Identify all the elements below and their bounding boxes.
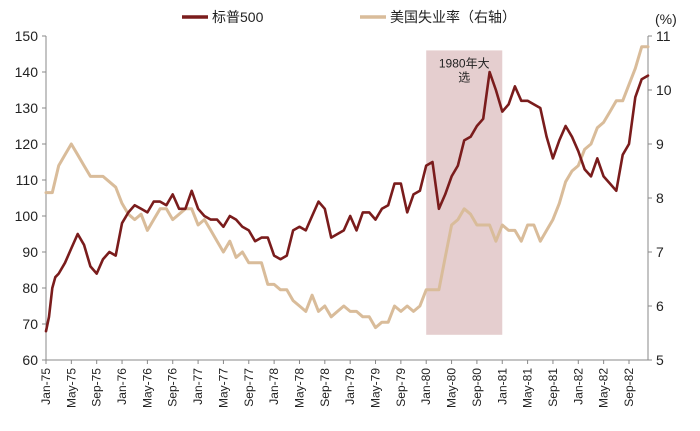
left-tick-label: 100 bbox=[15, 208, 39, 224]
right-tick-label: 6 bbox=[656, 298, 664, 314]
x-tick-label: Jan-76 bbox=[115, 368, 129, 405]
annotation-label-line1: 1980年大 bbox=[439, 56, 490, 70]
left-tick-label: 60 bbox=[22, 352, 38, 368]
x-tick-label: Jan-75 bbox=[39, 368, 53, 405]
left-tick-label: 110 bbox=[16, 172, 39, 188]
x-tick-label: Jan-82 bbox=[571, 368, 585, 405]
left-tick-label: 70 bbox=[22, 316, 38, 332]
left-tick-label: 80 bbox=[22, 280, 38, 296]
right-tick-label: 7 bbox=[656, 244, 664, 260]
x-tick-label: Sep-76 bbox=[166, 368, 180, 407]
unemployment-line bbox=[44, 45, 650, 330]
legend-label: 美国失业率（右轴） bbox=[390, 9, 516, 25]
x-tick-label: May-82 bbox=[597, 368, 611, 408]
x-tick-label: Sep-81 bbox=[546, 368, 560, 407]
right-tick-label: 5 bbox=[656, 352, 664, 368]
right-tick-label: 10 bbox=[656, 82, 672, 98]
left-tick-label: 130 bbox=[15, 100, 39, 116]
x-tick-label: May-81 bbox=[521, 368, 535, 408]
x-tick-label: Sep-75 bbox=[90, 368, 104, 407]
x-tick-label: May-80 bbox=[445, 368, 459, 408]
annotation-label-line2: 选 bbox=[458, 70, 470, 84]
x-tick-label: Sep-80 bbox=[470, 368, 484, 407]
x-tick-label: Sep-82 bbox=[622, 368, 636, 407]
right-axis-unit: (%) bbox=[655, 11, 677, 27]
left-tick-label: 150 bbox=[15, 28, 39, 44]
legend-label: 标普500 bbox=[212, 9, 264, 25]
right-tick-label: 8 bbox=[656, 190, 664, 206]
x-tick-label: Sep-79 bbox=[394, 368, 408, 407]
x-tick-label: May-76 bbox=[140, 368, 154, 408]
x-tick-label: Jan-79 bbox=[343, 368, 357, 405]
right-tick-label: 11 bbox=[656, 28, 671, 44]
x-tick-label: May-75 bbox=[64, 368, 78, 408]
left-tick-label: 120 bbox=[15, 136, 39, 152]
x-tick-label: Jan-81 bbox=[495, 368, 509, 405]
x-tick-label: Sep-77 bbox=[242, 368, 256, 407]
left-tick-label: 90 bbox=[22, 244, 38, 260]
x-tick-label: May-79 bbox=[369, 368, 383, 408]
right-tick-label: 9 bbox=[656, 136, 664, 152]
x-tick-label: Jan-77 bbox=[191, 368, 205, 405]
left-tick-label: 140 bbox=[15, 64, 39, 80]
x-tick-label: Jan-78 bbox=[267, 368, 281, 405]
x-tick-label: May-78 bbox=[292, 368, 306, 408]
x-tick-label: Sep-78 bbox=[318, 368, 332, 407]
x-tick-label: Jan-80 bbox=[419, 368, 433, 405]
x-tick-label: May-77 bbox=[216, 368, 230, 408]
sp500-line bbox=[44, 70, 650, 333]
